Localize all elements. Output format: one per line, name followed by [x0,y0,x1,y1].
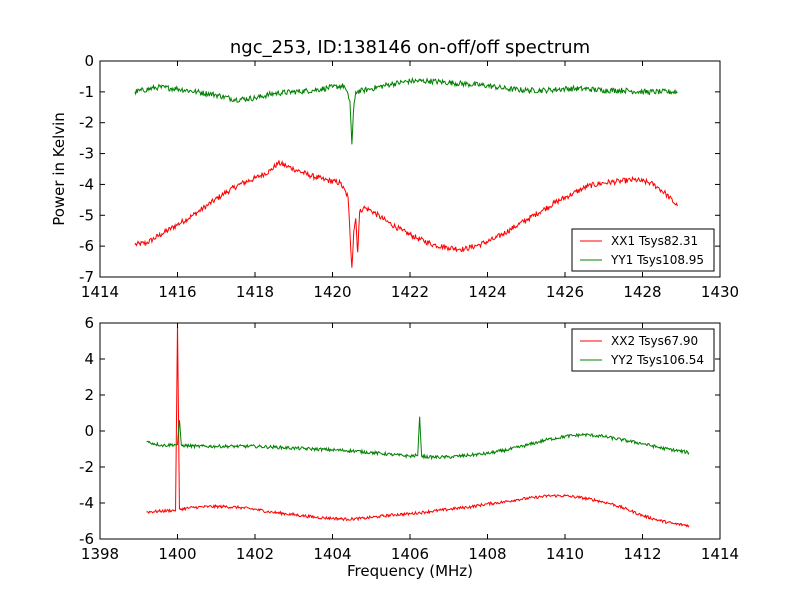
y-axis-label-top: Power in Kelvin [50,112,68,226]
x-tick-label: 1398 [81,545,119,563]
top-panel: Power in Kelvin 1414 1416 1418 1420 1422 1424… [50,52,739,301]
x-tick-label: 1420 [313,283,351,301]
x-tick-label: 1426 [546,283,584,301]
x-tick-label: 1416 [158,283,196,301]
x-tick-label: 1408 [468,545,506,563]
x-tick-label: 1430 [701,283,739,301]
y-tick-label: 0 [84,422,94,440]
chart-title: ngc_253, ID:138146 on-off/off spectrum [230,37,590,58]
x-tick-label: 1424 [468,283,506,301]
x-tick-label: 1404 [313,545,351,563]
legend-label: YY2 Tsys106.54 [610,353,704,367]
legend: XX1 Tsys82.31 YY1 Tsys108.95 [571,228,715,272]
series-line-2-2 [146,416,690,461]
x-tick-label: 1412 [623,545,661,563]
x-tick-label: 1406 [391,545,429,563]
legend: XX2 Tsys67.90 YY2 Tsys106.54 [571,328,715,372]
y-tick-label: -5 [79,206,94,224]
y-tick-label: 4 [84,350,94,368]
x-tick-label: 1418 [236,283,274,301]
y-tick-label: 6 [84,314,94,332]
y-tick-label: -7 [79,268,94,286]
y-tick-label: -6 [79,237,94,255]
y-tick-label: 2 [84,386,94,404]
bottom-panel: 1398 1400 1402 1404 1406 1408 1410 1412 1414 6 4 2 0… [79,314,739,563]
legend-box [571,228,715,272]
y-tick-label: -2 [79,458,94,476]
x-tick-label: 1414 [81,283,119,301]
x-tick-label: 1422 [391,283,429,301]
x-tick-label: 1428 [623,283,661,301]
x-tick-label: 1400 [158,545,196,563]
y-tick-label: -4 [79,175,94,193]
y-tick-label: -1 [79,83,94,101]
y-tick-label: -6 [79,530,94,548]
x-tick-label: 1410 [546,545,584,563]
x-axis-label: Frequency (MHz) [347,562,473,580]
legend-label: XX1 Tsys82.31 [611,234,698,248]
series-line-1-2 [134,76,678,145]
x-tick-label: 1402 [236,545,274,563]
x-tick-label: 1414 [701,545,739,563]
y-tick-label: -2 [79,114,94,132]
legend-label: YY1 Tsys108.95 [610,253,704,267]
legend-box [571,328,715,372]
y-tick-label: 0 [84,52,94,70]
legend-label: XX2 Tsys67.90 [611,334,698,348]
y-tick-label: -3 [79,145,94,163]
series-line-1-1 [134,159,678,268]
series-line-2-1 [146,323,690,528]
y-tick-label: -4 [79,494,94,512]
